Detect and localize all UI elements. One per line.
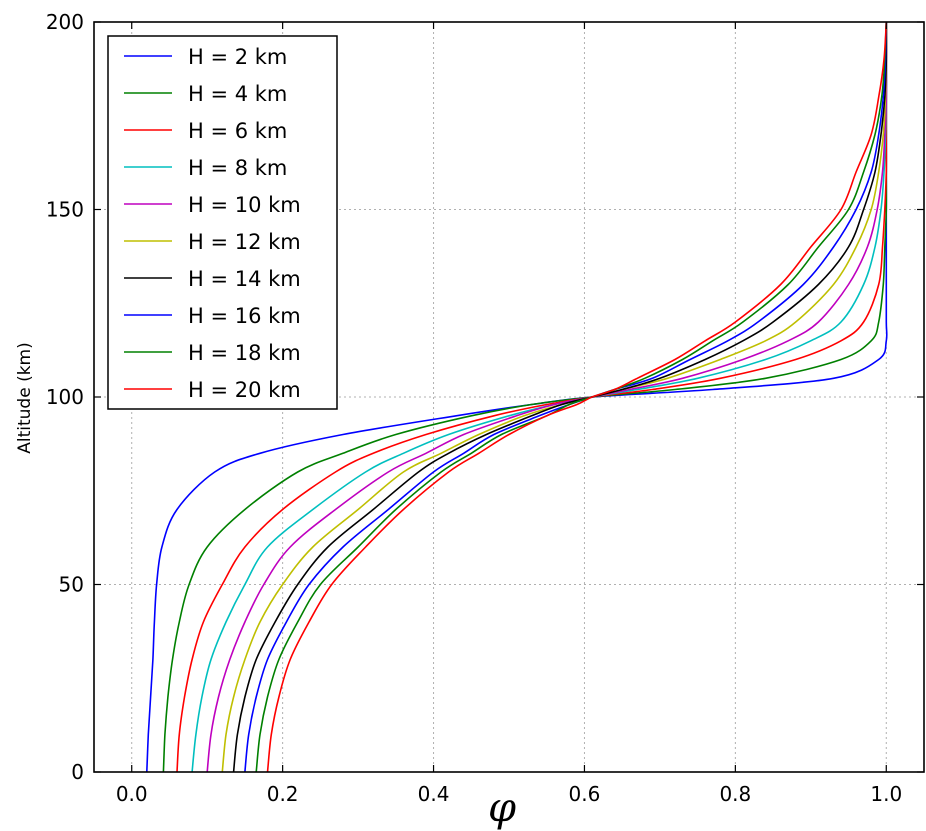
x-tick-label: 0.2 [267, 782, 299, 806]
legend-label: H = 2 km [188, 45, 287, 69]
legend-box [107, 35, 338, 410]
x-tick-label: 0.4 [418, 782, 450, 806]
legend-label: H = 12 km [188, 230, 301, 254]
legend-label: H = 6 km [188, 119, 287, 143]
y-axis-label: Altitude (km) [15, 342, 35, 454]
legend: H = 2 km H = 4 km H = 6 km H = 8 km H = 10 k… [107, 35, 338, 410]
series-line-10 [266, 21, 888, 773]
y-axis-ticks: 0 50 100 150 200 [46, 10, 924, 784]
legend-label: H = 10 km [188, 193, 301, 217]
y-tick-label: 200 [46, 10, 84, 34]
x-tick-label: 1.0 [870, 782, 902, 806]
legend-label: H = 8 km [188, 156, 287, 180]
x-tick-label: 0.6 [569, 782, 601, 806]
y-tick-label: 0 [71, 760, 84, 784]
legend-label: H = 18 km [188, 341, 301, 365]
series-layer [146, 21, 888, 773]
legend-label: H = 16 km [188, 304, 301, 328]
x-tick-label: 0.0 [116, 782, 148, 806]
legend-label: H = 14 km [188, 267, 301, 291]
legend-label: H = 4 km [188, 82, 287, 106]
x-axis-label: φ [488, 785, 516, 831]
x-axis-ticks: 0.0 0.2 0.4 0.6 0.8 1.0 [116, 22, 902, 806]
legend-label: H = 20 km [188, 378, 301, 402]
y-tick-label: 150 [46, 198, 84, 222]
x-tick-label: 0.8 [719, 782, 751, 806]
y-tick-label: 50 [59, 573, 84, 597]
y-tick-label: 100 [46, 385, 84, 409]
